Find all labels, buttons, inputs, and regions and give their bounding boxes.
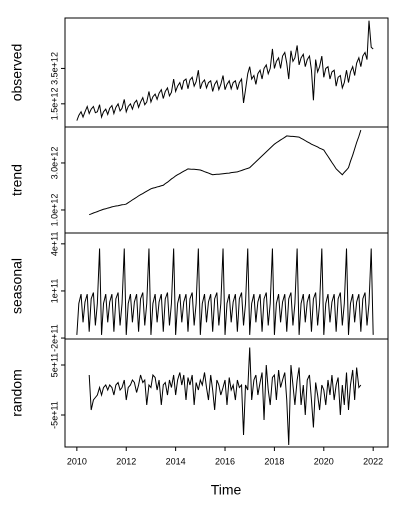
series-line <box>88 347 362 446</box>
y-axis-label: observed <box>9 44 25 102</box>
y-tick-label: 4e+11 <box>49 232 59 257</box>
series-line <box>76 20 374 121</box>
y-tick-label: 1e+11 <box>49 279 59 304</box>
x-tick-label: 2020 <box>314 456 334 466</box>
x-tick-label: 2016 <box>215 456 235 466</box>
x-tick-label: 2012 <box>116 456 136 466</box>
y-axis-label: trend <box>9 164 25 196</box>
y-axis-label: seasonal <box>9 258 25 314</box>
series-line <box>89 129 362 216</box>
x-tick-label: 2018 <box>264 456 284 466</box>
y-tick-label: -2e+11 <box>49 324 59 352</box>
series-line <box>76 248 374 335</box>
y-tick-label: 5e+11 <box>49 353 59 378</box>
y-tick-label: 1.5e+12 <box>49 87 59 120</box>
x-tick-label: 2010 <box>67 456 87 466</box>
y-tick-label: 1.0e+12 <box>49 194 59 227</box>
y-axis-label: random <box>9 369 25 416</box>
x-tick-label: 2022 <box>363 456 383 466</box>
x-tick-label: 2014 <box>166 456 186 466</box>
y-tick-label: 3.0e+12 <box>49 147 59 180</box>
x-axis-label: Time <box>211 482 242 498</box>
y-tick-label: -5e+11 <box>49 401 59 429</box>
panel-frame <box>64 126 389 234</box>
y-tick-label: 3.5e+12 <box>49 52 59 85</box>
